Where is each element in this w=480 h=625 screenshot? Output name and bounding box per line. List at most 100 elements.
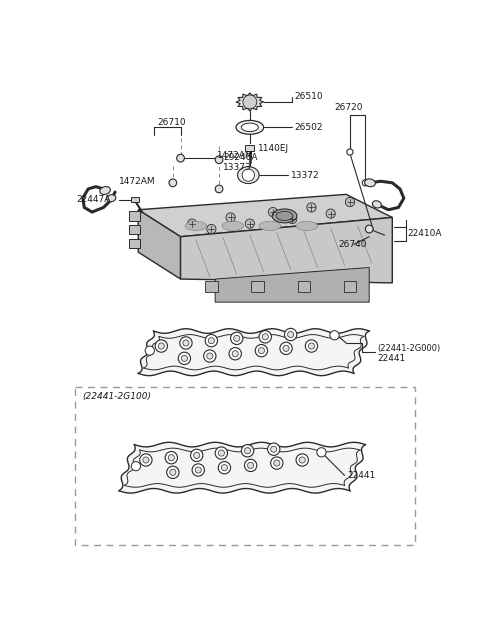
Ellipse shape	[236, 121, 264, 134]
Circle shape	[268, 208, 277, 217]
Circle shape	[288, 331, 294, 338]
Circle shape	[180, 337, 192, 349]
Bar	[75, 387, 415, 545]
Polygon shape	[236, 93, 264, 111]
Text: (22441-2G000): (22441-2G000)	[377, 344, 440, 353]
Circle shape	[165, 451, 178, 464]
Circle shape	[267, 443, 280, 456]
Text: 26720: 26720	[335, 103, 363, 112]
Text: 26710: 26710	[157, 118, 186, 127]
Circle shape	[178, 352, 191, 364]
Bar	[245, 145, 254, 151]
Circle shape	[234, 335, 240, 341]
Ellipse shape	[222, 221, 244, 231]
Circle shape	[362, 180, 369, 186]
Polygon shape	[138, 329, 369, 376]
Circle shape	[193, 452, 200, 459]
Ellipse shape	[100, 186, 110, 194]
Circle shape	[170, 469, 176, 476]
Circle shape	[243, 95, 257, 109]
Circle shape	[218, 450, 225, 456]
Circle shape	[365, 225, 373, 233]
Ellipse shape	[241, 123, 258, 132]
Ellipse shape	[296, 221, 318, 231]
Ellipse shape	[276, 211, 293, 221]
Text: 22441: 22441	[377, 354, 405, 363]
Circle shape	[183, 340, 189, 346]
Text: 1472AM: 1472AM	[119, 177, 156, 186]
Ellipse shape	[272, 209, 297, 223]
Circle shape	[258, 348, 264, 354]
Ellipse shape	[185, 221, 207, 231]
Bar	[129, 211, 140, 221]
Circle shape	[192, 464, 204, 476]
Circle shape	[280, 342, 292, 354]
Polygon shape	[138, 210, 180, 279]
Text: 22410A: 22410A	[408, 229, 442, 238]
Circle shape	[143, 457, 149, 463]
Polygon shape	[215, 268, 369, 302]
Circle shape	[145, 346, 155, 355]
Circle shape	[241, 444, 254, 457]
Circle shape	[229, 348, 241, 360]
Circle shape	[330, 331, 339, 340]
Text: 13373: 13373	[223, 163, 252, 172]
Bar	[298, 281, 310, 292]
Circle shape	[232, 351, 238, 357]
Circle shape	[305, 340, 318, 352]
Circle shape	[140, 454, 152, 466]
Ellipse shape	[259, 221, 281, 231]
Circle shape	[191, 449, 203, 461]
Circle shape	[131, 461, 141, 471]
Ellipse shape	[365, 179, 375, 187]
Circle shape	[215, 185, 223, 192]
Circle shape	[244, 459, 257, 471]
Circle shape	[169, 179, 177, 187]
Circle shape	[248, 462, 254, 469]
Text: 1140EJ: 1140EJ	[258, 144, 288, 152]
Circle shape	[259, 331, 271, 343]
Text: (22441-2G100): (22441-2G100)	[83, 392, 152, 401]
Ellipse shape	[372, 201, 382, 208]
Circle shape	[181, 355, 188, 361]
Circle shape	[299, 457, 305, 463]
Circle shape	[283, 345, 289, 351]
Ellipse shape	[238, 167, 259, 184]
Polygon shape	[180, 217, 392, 283]
Text: 29246A: 29246A	[223, 153, 257, 162]
Circle shape	[155, 340, 168, 352]
Circle shape	[195, 467, 201, 473]
Circle shape	[230, 332, 243, 344]
Ellipse shape	[107, 195, 116, 202]
Circle shape	[255, 344, 267, 357]
Text: 1472AM: 1472AM	[217, 151, 253, 159]
Circle shape	[215, 447, 228, 459]
Circle shape	[207, 353, 213, 359]
Circle shape	[285, 328, 297, 341]
Circle shape	[271, 446, 277, 452]
Circle shape	[242, 169, 254, 181]
Text: 22447A: 22447A	[77, 195, 111, 204]
Circle shape	[244, 448, 251, 454]
Text: 13372: 13372	[291, 171, 319, 179]
Circle shape	[215, 156, 223, 164]
Circle shape	[288, 214, 297, 224]
Circle shape	[262, 334, 268, 340]
Text: 22441: 22441	[348, 471, 376, 480]
Circle shape	[168, 454, 174, 461]
Bar	[129, 225, 140, 234]
Circle shape	[167, 466, 179, 479]
Circle shape	[158, 343, 164, 349]
Circle shape	[205, 334, 217, 347]
Circle shape	[274, 460, 280, 466]
Circle shape	[218, 461, 230, 474]
Text: 26510: 26510	[295, 92, 323, 101]
Circle shape	[271, 457, 283, 469]
Polygon shape	[138, 194, 392, 237]
Circle shape	[347, 149, 353, 155]
Circle shape	[208, 338, 215, 344]
Bar	[205, 281, 217, 292]
Polygon shape	[119, 442, 365, 493]
Bar	[344, 281, 356, 292]
Circle shape	[296, 454, 308, 466]
